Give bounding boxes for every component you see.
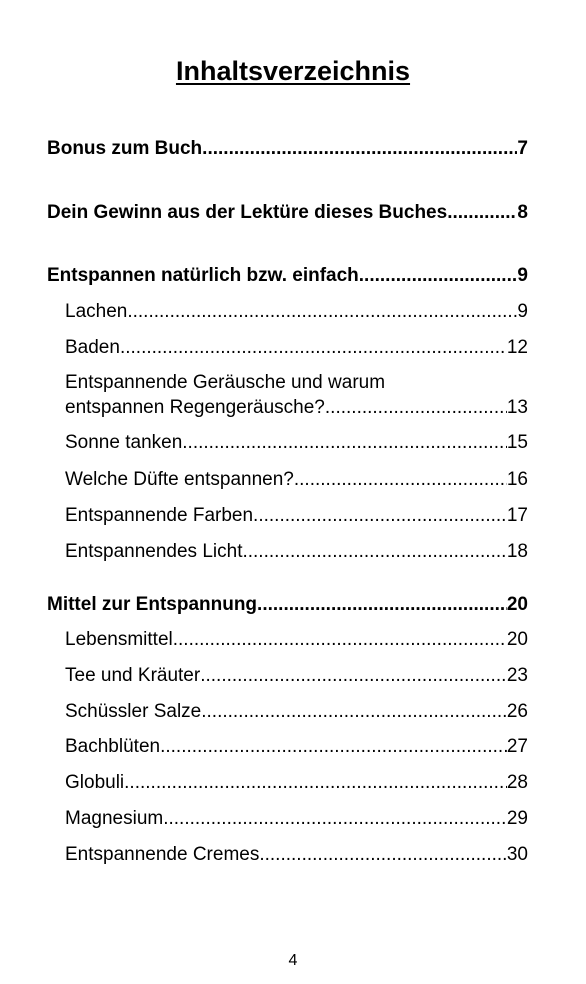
toc-entry-label: Schüssler Salze	[65, 701, 202, 722]
toc-entry-label: Tee und Kräuter	[65, 665, 201, 686]
toc-entry-mittel[interactable]: Mittel zur Entspannung .................…	[47, 594, 528, 616]
toc-entry-farben[interactable]: Entspannende Farben.....................…	[65, 505, 528, 527]
toc-entry-bonus[interactable]: Bonus zum Buch..........................…	[47, 138, 528, 160]
dot-leader: ........................................…	[293, 469, 507, 490]
toc-entry-label: Bachblüten	[65, 736, 161, 757]
dot-leader: ........................................…	[124, 772, 507, 793]
toc-entry-page: 26	[506, 701, 528, 722]
toc-entry-licht[interactable]: Entspannendes Licht.....................…	[65, 541, 528, 563]
toc-entry-page: 9	[517, 265, 528, 286]
dot-leader: ........................................…	[257, 594, 507, 615]
dot-leader: ........................................…	[127, 301, 518, 322]
toc-entry-page: 27	[506, 736, 528, 757]
toc-entry-label: Globuli	[65, 772, 125, 793]
page-number: 4	[288, 952, 298, 969]
dot-leader: ........................................…	[253, 505, 507, 526]
toc-entry-label: Baden	[65, 337, 120, 358]
toc-entry-label: Sonne tanken	[65, 432, 183, 453]
dot-leader: ........................................…	[201, 701, 507, 722]
dot-leader: ........................................…	[324, 397, 507, 418]
toc-entry-page: 20	[506, 629, 528, 650]
dot-leader: ........................................…	[202, 138, 517, 159]
toc-entry-page: 17	[506, 505, 528, 526]
toc-entry-geraeusche[interactable]: entspannen Regengeräusche? .............…	[65, 397, 528, 419]
toc-entry-magnesium[interactable]: Magnesium ..............................…	[65, 808, 528, 830]
toc-entry-page: 9	[517, 301, 528, 322]
toc-entry-label: Welche Düfte entspannen?	[65, 469, 294, 490]
toc-entry-page: 15	[506, 432, 528, 453]
toc-entry-schuessler[interactable]: Schüssler Salze ........................…	[65, 701, 528, 723]
dot-leader: ........................................…	[163, 808, 507, 829]
toc-entry-page: 29	[506, 808, 528, 829]
toc-entry-label: Bonus zum Buch	[47, 138, 203, 159]
dot-leader: ........................................…	[119, 337, 507, 358]
toc-entry-page: 7	[517, 138, 528, 159]
dot-leader: ........................................…	[242, 541, 507, 562]
dot-leader: ........................................…	[200, 665, 507, 686]
toc-entry-bachblueten[interactable]: Bachblüten .............................…	[65, 736, 528, 758]
toc-entry-label-line1[interactable]: Entspannende Geräusche und warum	[65, 372, 386, 393]
toc-entry-page: 16	[506, 469, 528, 490]
toc-entry-page: 20	[506, 594, 528, 615]
toc-entry-label: Dein Gewinn aus der Lektüre dieses Buche…	[47, 202, 448, 223]
dot-leader: ........................................…	[447, 202, 517, 223]
toc-title: Inhaltsverzeichnis	[175, 56, 411, 86]
toc-entry-entspannen[interactable]: Entspannen natürlich bzw. einfach ......…	[47, 265, 528, 287]
toc-entry-duefte[interactable]: Welche Düfte entspannen?................…	[65, 469, 528, 491]
toc-entry-label: Entspannende Farben	[65, 505, 254, 526]
dot-leader: ........................................…	[259, 844, 507, 865]
toc-entry-label: entspannen Regengeräusche?	[65, 397, 325, 418]
toc-entry-label: Entspannen natürlich bzw. einfach	[47, 265, 359, 286]
toc-entry-label: Lebensmittel	[65, 629, 173, 650]
toc-entry-baden[interactable]: Baden...................................…	[65, 337, 528, 359]
toc-entry-page: 30	[506, 844, 528, 865]
toc-entry-page: 28	[506, 772, 528, 793]
toc-entry-cremes[interactable]: Entspannende Cremes ....................…	[65, 844, 528, 866]
toc-entry-page: 8	[517, 202, 528, 223]
toc-entry-label: Magnesium	[65, 808, 164, 829]
toc-entry-label: Entspannende Cremes	[65, 844, 260, 865]
toc-entry-label: Lachen	[65, 301, 128, 322]
toc-entry-page: 23	[506, 665, 528, 686]
toc-entry-label: Mittel zur Entspannung	[47, 594, 258, 615]
toc-entry-sonne[interactable]: Sonne tanken............................…	[65, 432, 528, 454]
toc-entry-page: 18	[506, 541, 528, 562]
toc-entry-label: Entspannendes Licht	[65, 541, 243, 562]
dot-leader: ........................................…	[160, 736, 507, 757]
toc-entry-lachen[interactable]: Lachen .................................…	[65, 301, 528, 323]
toc-entry-page: 13	[506, 397, 528, 418]
toc-entry-lebensmittel[interactable]: Lebensmittel............................…	[65, 629, 528, 651]
toc-entry-page: 12	[506, 337, 528, 358]
dot-leader: ........................................…	[182, 432, 507, 453]
toc-entry-globuli[interactable]: Globuli.................................…	[65, 772, 528, 794]
toc-entry-gewinn[interactable]: Dein Gewinn aus der Lektüre dieses Buche…	[47, 202, 528, 224]
dot-leader: ........................................…	[172, 629, 507, 650]
toc-entry-tee[interactable]: Tee und Kräuter ........................…	[65, 665, 528, 687]
dot-leader: ........................................…	[358, 265, 518, 286]
